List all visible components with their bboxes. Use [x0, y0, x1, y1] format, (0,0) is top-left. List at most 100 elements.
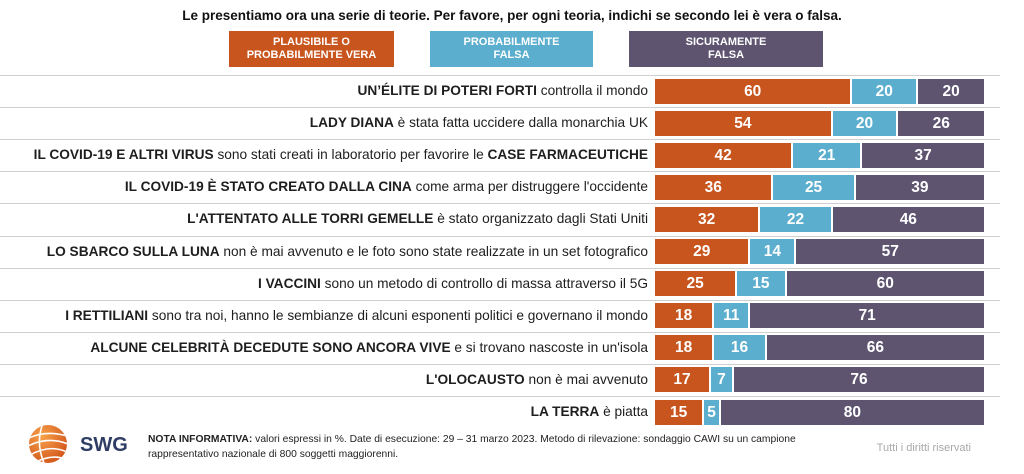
- legend-label: SICURAMENTE FALSA: [685, 36, 767, 61]
- note-text: valori espressi in %. Date di esecuzione…: [148, 434, 796, 460]
- bar-segment-probabilmente-falsa: 20: [852, 79, 917, 104]
- data-label: 21: [818, 147, 836, 164]
- category-label-emphasis: I RETTILIANI: [65, 308, 149, 323]
- bar-segment-probabilmente-falsa: 22: [760, 207, 831, 232]
- bar-segment-sicuramente-falsa: 20: [918, 79, 984, 104]
- bar-segment-sicuramente-falsa: 26: [898, 111, 984, 136]
- bar-segment-probabilmente-falsa: 15: [737, 271, 785, 296]
- category-label-text: sono tra noi, hanno le sembianze di alcu…: [148, 308, 648, 323]
- bar-segment-vera: 18: [655, 303, 713, 328]
- category-label-emphasis: L'OLOCAUSTO: [425, 372, 525, 387]
- category-label: LADY DIANA è stata fatta uccidere dalla …: [310, 115, 648, 131]
- category-label-text: è stato organizzato dagli Stati Uniti: [433, 211, 648, 226]
- logo-text: SWG: [80, 434, 128, 456]
- category-label-emphasis: I VACCINI: [257, 276, 321, 291]
- category-label-emphasis: IL COVID-19 È STATO CREATO DALLA CINA: [124, 179, 412, 194]
- legend-label: PROBABILMENTE FALSA: [463, 36, 560, 61]
- bar-segment-probabilmente-falsa: 21: [793, 143, 861, 168]
- note-label: NOTA INFORMATIVA:: [148, 434, 253, 445]
- data-label: 15: [752, 275, 770, 292]
- data-label: 46: [899, 211, 917, 228]
- data-label: 37: [914, 147, 932, 164]
- bar-segment-sicuramente-falsa: 66: [766, 335, 984, 360]
- row-separator: [0, 203, 1000, 204]
- bar-segment-probabilmente-falsa: 11: [714, 303, 749, 328]
- bar-segment-sicuramente-falsa: 57: [796, 239, 984, 264]
- bar-segment-probabilmente-falsa: 20: [832, 111, 897, 136]
- data-label: 22: [786, 211, 805, 228]
- data-label: 17: [673, 371, 691, 388]
- legend-item-vera: PLAUSIBILE O PROBABILMENTE VERA: [229, 31, 394, 67]
- data-label: 36: [704, 179, 722, 196]
- category-label-text: sono stati creati in laboratorio per fav…: [213, 147, 488, 162]
- category-label-text: è piatta: [599, 404, 648, 419]
- category-label-emphasis: ALCUNE CELEBRITÀ DECEDUTE SONO ANCORA VI…: [90, 340, 451, 355]
- data-label: 71: [858, 307, 876, 324]
- data-label: 14: [763, 243, 782, 260]
- category-label: LA TERRA è piatta: [531, 404, 648, 420]
- bar-segment-vera: 15: [655, 400, 703, 425]
- copyright-notice: Tutti i diritti riservati: [876, 442, 971, 454]
- bar-segment-sicuramente-falsa: 46: [832, 207, 984, 232]
- category-label: UN’ÉLITE DI POTERI FORTI controlla il mo…: [357, 83, 648, 99]
- data-label: 20: [942, 83, 960, 100]
- legend-item-probabilmente-falsa: PROBABILMENTE FALSA: [430, 31, 593, 67]
- bar-segment-vera: 29: [655, 239, 749, 264]
- data-label: 20: [875, 83, 893, 100]
- category-label-text: come arma per distruggere l'occidente: [411, 179, 648, 194]
- data-label: 60: [744, 83, 762, 100]
- data-label: 80: [843, 404, 862, 421]
- row-separator: [0, 107, 1000, 108]
- data-label: 7: [717, 371, 726, 388]
- row-separator: [0, 364, 1000, 365]
- category-label: I RETTILIANI sono tra noi, hanno le semb…: [65, 308, 648, 324]
- data-label: 54: [734, 115, 752, 132]
- data-label: 57: [881, 243, 899, 260]
- bar-segment-probabilmente-falsa: 5: [704, 400, 719, 425]
- bar-segment-sicuramente-falsa: 39: [855, 175, 984, 200]
- bar-segment-probabilmente-falsa: 25: [773, 175, 854, 200]
- row-separator: [0, 332, 1000, 333]
- category-label: IL COVID-19 E ALTRI VIRUS sono stati cre…: [34, 147, 648, 163]
- category-label-emphasis: CASE FARMACEUTICHE: [487, 147, 648, 162]
- data-label: 29: [693, 243, 711, 260]
- category-label: ALCUNE CELEBRITÀ DECEDUTE SONO ANCORA VI…: [90, 340, 648, 356]
- category-label-text: non è mai avvenuto e le foto sono state …: [219, 244, 648, 259]
- category-label: I VACCINI sono un metodo di controllo di…: [258, 276, 648, 292]
- data-label: 76: [850, 371, 868, 388]
- bar-segment-sicuramente-falsa: 80: [720, 400, 984, 425]
- bar-segment-vera: 17: [655, 367, 709, 392]
- legend-label: PLAUSIBILE O PROBABILMENTE VERA: [246, 36, 377, 61]
- bar-segment-vera: 42: [655, 143, 792, 168]
- bar-segment-vera: 32: [655, 207, 759, 232]
- category-label-emphasis: LADY DIANA: [309, 115, 394, 130]
- category-label: LO SBARCO SULLA LUNA non è mai avvenuto …: [47, 244, 648, 260]
- category-label-text: sono un metodo di controllo di massa att…: [320, 276, 648, 291]
- category-label-emphasis: UN’ÉLITE DI POTERI FORTI: [357, 83, 537, 98]
- data-label: 16: [730, 339, 749, 356]
- category-label-emphasis: LA TERRA: [530, 404, 600, 419]
- bar-segment-sicuramente-falsa: 37: [862, 143, 984, 168]
- data-label: 20: [855, 115, 874, 132]
- bar-segment-vera: 25: [655, 271, 736, 296]
- category-label-text: e si trovano nascoste in un'isola: [450, 340, 648, 355]
- data-label: 11: [723, 307, 740, 324]
- legend-item-sicuramente-falsa: SICURAMENTE FALSA: [629, 31, 823, 67]
- data-label: 15: [670, 404, 688, 421]
- bar-segment-sicuramente-falsa: 76: [733, 367, 984, 392]
- swg-logo: SWG: [28, 424, 134, 466]
- row-separator: [0, 75, 1000, 76]
- bar-segment-probabilmente-falsa: 16: [714, 335, 765, 360]
- bar-segment-sicuramente-falsa: 60: [786, 271, 984, 296]
- row-separator: [0, 171, 1000, 172]
- category-label-emphasis: L'ATTENTATO ALLE TORRI GEMELLE: [187, 211, 434, 226]
- data-label: 66: [866, 339, 885, 356]
- chart-title: Le presentiamo ora una serie di teorie. …: [182, 8, 842, 23]
- category-label: IL COVID-19 È STATO CREATO DALLA CINA co…: [125, 179, 648, 195]
- row-separator: [0, 396, 1000, 397]
- category-label-emphasis: IL COVID-19 E ALTRI VIRUS: [33, 147, 214, 162]
- row-separator: [0, 300, 1000, 301]
- row-separator: [0, 268, 1000, 269]
- data-label: 25: [686, 275, 704, 292]
